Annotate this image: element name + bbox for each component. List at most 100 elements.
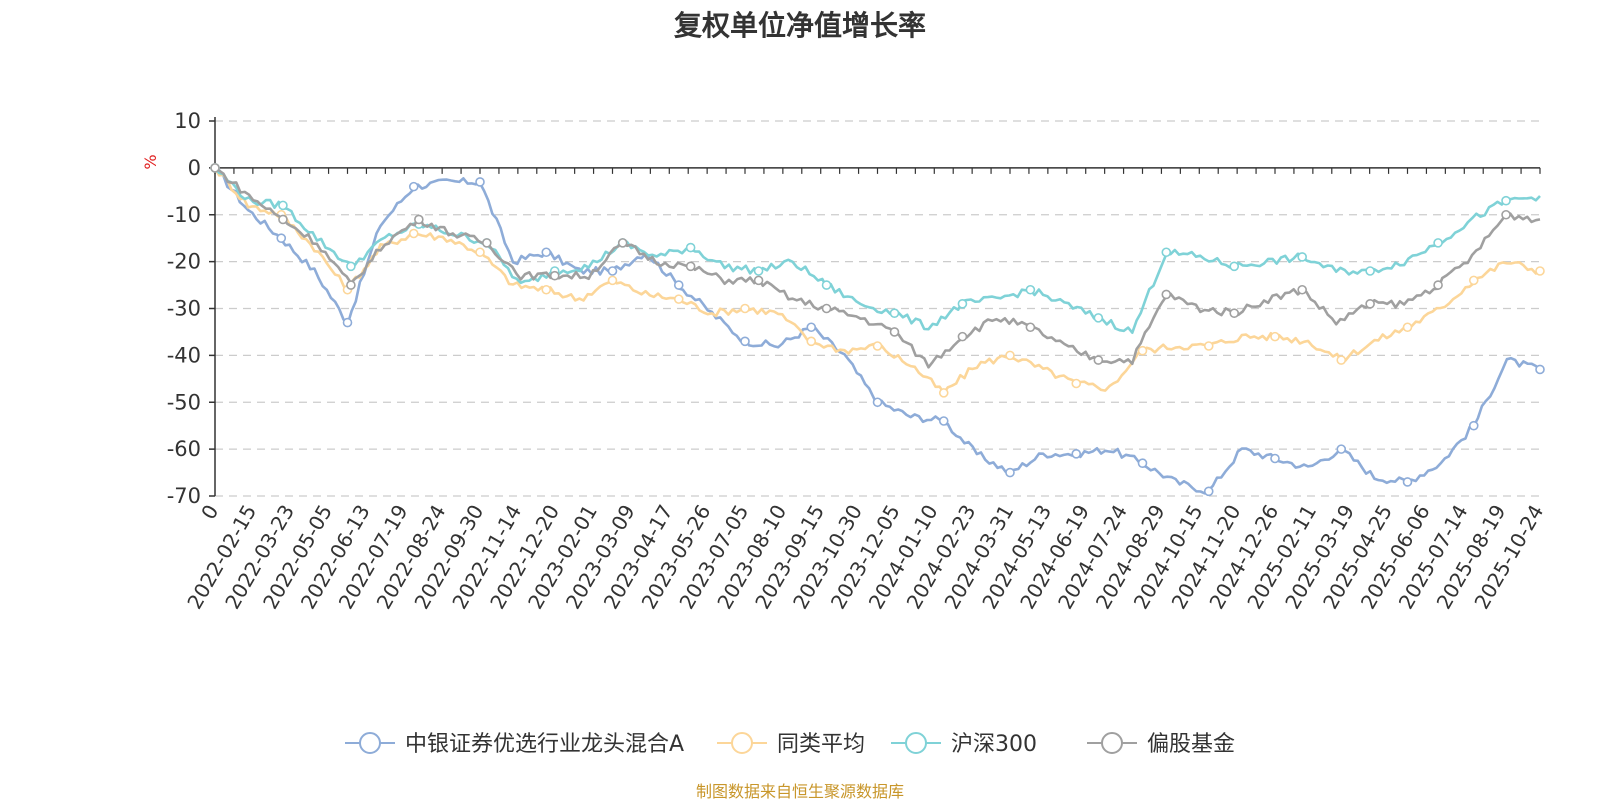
legend-label: 同类平均 [777, 732, 865, 757]
data-point [1005, 467, 1015, 478]
data-point [685, 261, 696, 272]
legend-label: 中银证券优选行业龙头混合A [405, 732, 684, 757]
y-tick-label: -30 [167, 297, 201, 321]
data-point [1365, 266, 1375, 276]
data-point [1402, 477, 1413, 487]
data-point [1270, 331, 1280, 342]
data-point [1270, 453, 1280, 464]
data-point [1433, 238, 1443, 248]
legend: 中银证券优选行业龙头混合A 同类平均 沪深300 偏股基金 [345, 732, 1235, 757]
data-point [1535, 364, 1545, 375]
data-point [889, 327, 900, 337]
legend-item[interactable]: 同类平均 [717, 732, 865, 757]
data-point [1005, 350, 1015, 361]
y-tick-label: -50 [167, 390, 201, 414]
data-point [872, 341, 883, 351]
data-point [957, 299, 968, 309]
data-point [753, 275, 764, 286]
data-point [408, 228, 419, 239]
data-point [278, 200, 288, 211]
data-point [957, 331, 968, 342]
series-lines [210, 163, 1545, 497]
data-point [1025, 284, 1036, 295]
data-point [1203, 486, 1214, 497]
legend-item[interactable]: 沪深300 [891, 732, 1037, 757]
data-point [673, 294, 684, 304]
y-axis-unit-label: % [141, 154, 160, 169]
y-tick-labels: 10 0 -10 -20 -30 -40 -50 -60 -70 [167, 109, 201, 508]
data-point [414, 214, 424, 225]
data-point [475, 247, 485, 258]
data-point [1336, 444, 1347, 454]
data-point [889, 308, 900, 318]
legend-marker [359, 732, 381, 754]
data-point [740, 336, 750, 347]
y-tick-label: -10 [167, 203, 201, 227]
data-point [549, 270, 560, 281]
data-point [806, 322, 817, 333]
legend-item[interactable]: 偏股基金 [1087, 732, 1235, 757]
data-point [1093, 355, 1104, 365]
y-tick-label: 0 [188, 156, 201, 180]
legend-item[interactable]: 中银证券优选行业龙头混合A [345, 732, 684, 757]
data-point [1433, 280, 1443, 290]
data-point [1468, 275, 1479, 286]
y-tick-label: -70 [167, 484, 201, 508]
series-line-3 [214, 166, 1541, 369]
legend-label: 沪深300 [951, 732, 1037, 757]
data-point [806, 336, 817, 347]
data-point [1297, 284, 1307, 295]
data-point [1535, 266, 1545, 276]
chart-title: 复权单位净值增长率 [673, 9, 926, 42]
data-point [346, 261, 356, 272]
data-point [541, 247, 552, 258]
data-point [821, 280, 832, 290]
y-tick-label: -40 [167, 343, 201, 367]
source-note: 制图数据来自恒生聚源数据库 [695, 782, 904, 801]
x-tick-label: 0 [196, 501, 223, 524]
data-point [1402, 322, 1413, 333]
data-point [1229, 261, 1240, 272]
data-point [1336, 355, 1347, 365]
data-point [685, 242, 696, 253]
data-point [346, 280, 356, 290]
data-point [607, 275, 618, 286]
data-point [541, 284, 552, 295]
y-tick-label: 10 [174, 109, 201, 133]
data-point [408, 181, 419, 192]
legend-label: 偏股基金 [1147, 732, 1235, 757]
data-point [1365, 299, 1375, 309]
data-point [1137, 458, 1148, 468]
data-point [1297, 252, 1307, 262]
data-point [1501, 195, 1511, 206]
data-point [1161, 289, 1172, 300]
y-tick-label: -20 [167, 250, 201, 274]
legend-marker [731, 732, 753, 754]
data-point [821, 303, 832, 314]
data-point [1161, 247, 1172, 258]
data-point [1137, 345, 1148, 356]
data-point [740, 303, 750, 314]
data-point [617, 238, 628, 248]
legend-marker [905, 732, 927, 754]
data-point [753, 266, 764, 276]
data-point [1203, 341, 1214, 351]
series-line-2 [213, 167, 1541, 334]
data-point [1093, 313, 1104, 323]
data-point [938, 416, 949, 426]
data-point [938, 388, 949, 398]
data-point [210, 163, 220, 173]
data-point [278, 214, 288, 225]
data-point [872, 397, 883, 408]
data-point [1229, 308, 1240, 318]
data-point [1501, 209, 1511, 220]
data-point [607, 266, 618, 276]
data-point [673, 280, 684, 290]
data-point [481, 238, 492, 248]
legend-marker [1101, 732, 1123, 754]
axes [214, 117, 1541, 496]
data-point [342, 317, 353, 328]
data-point [276, 233, 287, 243]
data-point [1468, 420, 1479, 431]
